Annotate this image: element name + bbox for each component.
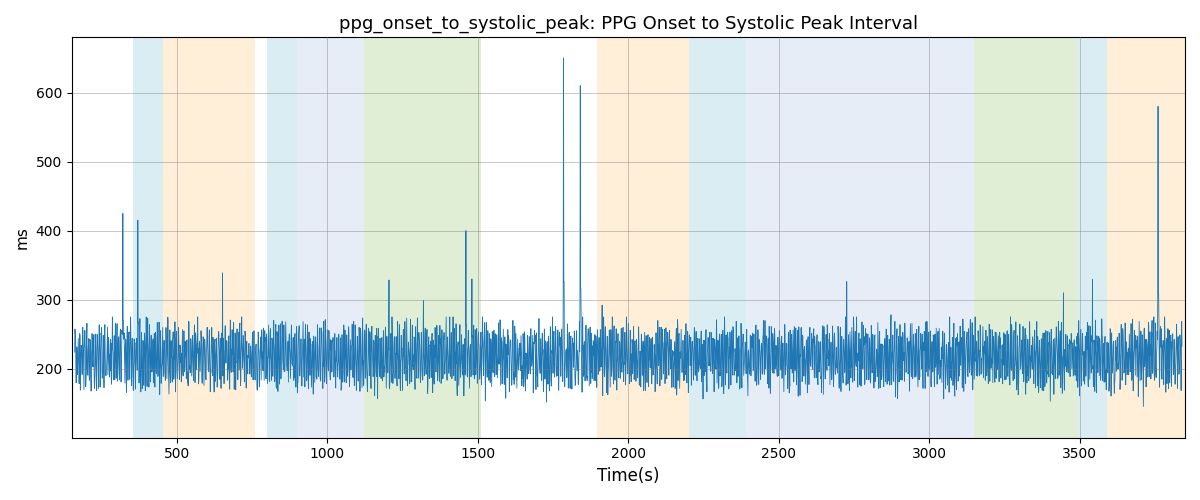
Bar [268, 38, 298, 438]
Bar [1076, 38, 1106, 438]
Bar [745, 38, 848, 438]
Bar [1106, 38, 1186, 438]
X-axis label: Time(s): Time(s) [598, 467, 660, 485]
Bar [848, 38, 974, 438]
Bar [133, 38, 163, 438]
Bar [974, 38, 1076, 438]
Title: ppg_onset_to_systolic_peak: PPG Onset to Systolic Peak Interval: ppg_onset_to_systolic_peak: PPG Onset to… [338, 15, 918, 34]
Bar [163, 38, 256, 438]
Y-axis label: ms: ms [16, 226, 30, 249]
Bar [689, 38, 745, 438]
Bar [364, 38, 481, 438]
Bar [298, 38, 364, 438]
Bar [596, 38, 689, 438]
